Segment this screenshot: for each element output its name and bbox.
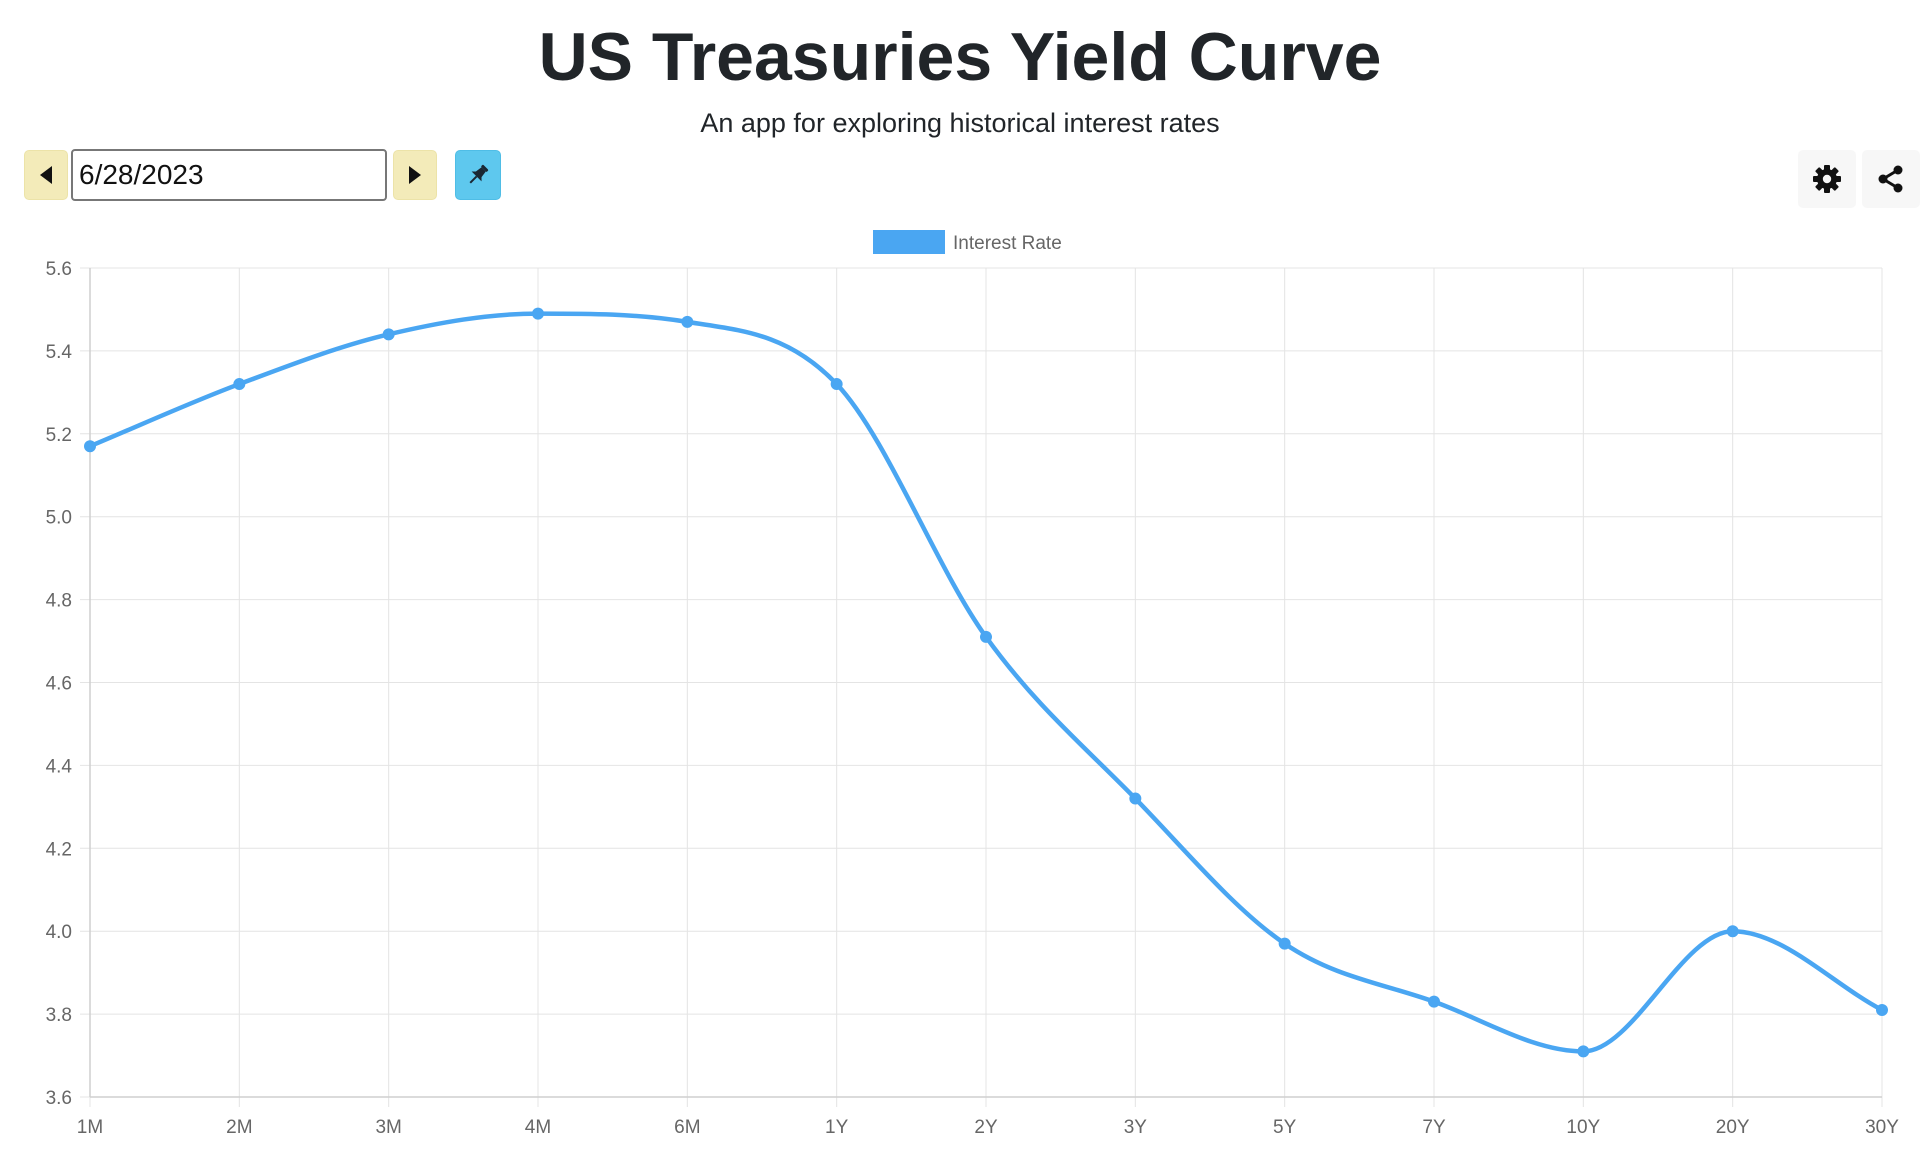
data-point [1129, 792, 1142, 805]
caret-left-icon [40, 166, 52, 184]
x-tick-label: 30Y [1865, 1117, 1899, 1138]
x-tick-label: 1Y [825, 1117, 849, 1138]
y-tick-label: 5.6 [46, 259, 72, 280]
share-button[interactable] [1862, 150, 1920, 208]
chart-series [84, 307, 1888, 1058]
y-tick-label: 5.4 [46, 342, 73, 363]
legend-swatch [873, 230, 945, 254]
date-toolbar [24, 149, 501, 201]
data-point [681, 315, 694, 328]
x-tick-label: 20Y [1716, 1117, 1750, 1138]
gear-icon [1813, 165, 1841, 193]
x-tick-label: 2Y [974, 1117, 998, 1138]
x-tick-label: 1M [77, 1117, 103, 1138]
y-tick-label: 5.0 [46, 508, 72, 529]
legend-label: Interest Rate [953, 233, 1062, 254]
data-point [382, 328, 395, 341]
date-input[interactable] [71, 149, 387, 201]
page-title: US Treasuries Yield Curve [538, 19, 1382, 95]
y-tick-label: 3.8 [46, 1005, 72, 1026]
next-date-button[interactable] [393, 150, 437, 200]
chart-axes: 3.6 3.8 4.0 4.2 4.4 4.6 4.8 5.0 5.2 5.4 5.6 1M 2M 3M 4… [46, 259, 1900, 1138]
x-tick-label: 4M [525, 1117, 551, 1138]
settings-button[interactable] [1798, 150, 1856, 208]
pin-button[interactable] [455, 150, 501, 200]
y-tick-label: 4.4 [46, 756, 73, 777]
x-tick-label: 10Y [1566, 1117, 1600, 1138]
yield-curve-chart: Interest Rate 3.6 3.8 4.0 4.2 4.4 4.6 4.8 5.0 5.… [46, 230, 1900, 1138]
data-point [84, 440, 96, 453]
data-point [532, 307, 544, 320]
y-tick-label: 4.0 [46, 922, 72, 943]
data-point [980, 630, 992, 643]
pushpin-icon [469, 164, 489, 184]
data-point [1726, 925, 1739, 938]
data-point [233, 378, 246, 391]
data-point [1278, 937, 1291, 950]
data-point [1577, 1045, 1590, 1058]
x-tick-label: 3Y [1124, 1117, 1148, 1138]
x-tick-label: 7Y [1422, 1117, 1446, 1138]
y-tick-label: 4.6 [46, 674, 72, 695]
data-point [830, 378, 843, 391]
x-tick-label: 5Y [1273, 1117, 1297, 1138]
page-subtitle: An app for exploring historical interest… [700, 108, 1220, 138]
x-tick-label: 2M [226, 1117, 252, 1138]
previous-date-button[interactable] [24, 150, 68, 200]
y-tick-label: 4.2 [46, 839, 72, 860]
chart-grid [80, 267, 1883, 1107]
app-actions [1792, 150, 1920, 208]
x-tick-label: 6M [674, 1117, 700, 1138]
y-tick-label: 3.6 [46, 1088, 72, 1109]
chart-legend: Interest Rate [873, 230, 1062, 254]
data-point [1428, 995, 1440, 1008]
x-tick-label: 3M [375, 1117, 401, 1138]
caret-right-icon [409, 166, 421, 184]
share-icon [1878, 165, 1903, 193]
y-tick-label: 5.2 [46, 425, 72, 446]
y-tick-label: 4.8 [46, 591, 72, 612]
data-point [1876, 1003, 1888, 1016]
